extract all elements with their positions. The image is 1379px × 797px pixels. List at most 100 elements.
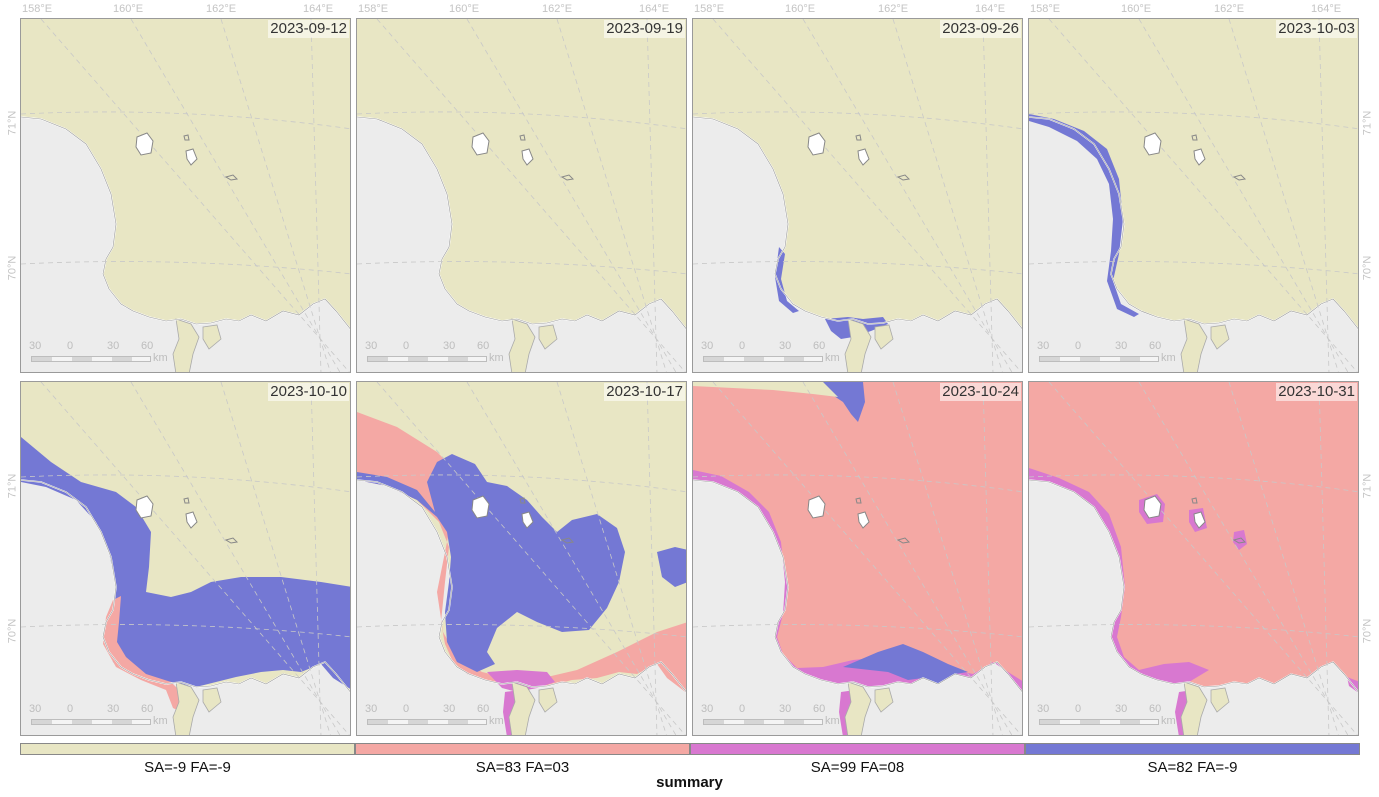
legend-label-sa-83: SA=83 FA=03 (475, 759, 570, 776)
legend-swatch-sa-m9 (20, 743, 355, 755)
latitude-label: 70°N (1361, 255, 1374, 281)
map-panel: 2023-10-31 30 0 30 60 km (1028, 381, 1359, 736)
scale-bar-tick: 60 (1149, 340, 1162, 352)
scale-bar-tick: 0 (1075, 340, 1082, 352)
longitude-label: 158°E (22, 3, 53, 15)
longitude-label: 162°E (878, 3, 909, 15)
scale-bar: 30 0 30 60 km (29, 340, 179, 368)
panel-date: 2023-10-03 (1276, 20, 1357, 38)
scale-bar-tick: 30 (1115, 703, 1128, 715)
longitude-label: 162°E (1214, 3, 1245, 15)
scale-bar-tick: 0 (67, 703, 74, 715)
scale-bar-tick: 0 (1075, 703, 1082, 715)
scale-bar-unit: km (825, 715, 840, 727)
scale-bar-tick: 60 (477, 703, 490, 715)
scale-bar-unit: km (489, 352, 504, 364)
scale-bar: 30 0 30 60 km (701, 340, 851, 368)
scale-bar-tick: 0 (67, 340, 74, 352)
latitude-label: 70°N (1361, 618, 1374, 644)
map-panel: 2023-09-26 30 0 30 60 km (692, 18, 1023, 373)
scale-bar-tick: 0 (403, 703, 410, 715)
longitude-label: 160°E (1121, 3, 1152, 15)
scale-bar-tick: 30 (365, 340, 378, 352)
legend-title: summary (656, 774, 723, 791)
longitude-label: 164°E (975, 3, 1006, 15)
scale-bar-tick: 0 (739, 703, 746, 715)
panel-date: 2023-10-31 (1276, 383, 1357, 401)
legend-swatch-sa-99 (690, 743, 1025, 755)
scale-bar: 30 0 30 60 km (701, 703, 851, 731)
longitude-label: 160°E (113, 3, 144, 15)
panel-date: 2023-10-24 (940, 383, 1021, 401)
scale-bar-tick: 30 (29, 703, 42, 715)
map-panel: 2023-09-12 30 0 30 60 km (20, 18, 351, 373)
scale-bar-unit: km (153, 352, 168, 364)
longitude-label: 164°E (303, 3, 334, 15)
scale-bar-tick: 30 (701, 703, 714, 715)
legend-label-sa-99: SA=99 FA=08 (810, 759, 905, 776)
scale-bar-tick: 30 (1115, 340, 1128, 352)
scale-bar-unit: km (825, 352, 840, 364)
scale-bar-unit: km (1161, 352, 1176, 364)
scale-bar-graphic (367, 719, 487, 725)
map-panel: 2023-09-19 30 0 30 60 km (356, 18, 687, 373)
latitude-label: 70°N (6, 255, 19, 281)
scale-bar-tick: 60 (141, 340, 154, 352)
longitude-label: 160°E (785, 3, 816, 15)
scale-bar-tick: 30 (443, 340, 456, 352)
panel-date: 2023-10-17 (604, 383, 685, 401)
scale-bar-tick: 30 (29, 340, 42, 352)
legend-label-sa-m9: SA=-9 FA=-9 (144, 759, 231, 776)
scale-bar-tick: 30 (365, 703, 378, 715)
latitude-label: 71°N (6, 473, 19, 499)
map-panel: 2023-10-24 30 0 30 60 km (692, 381, 1023, 736)
scale-bar-tick: 0 (739, 340, 746, 352)
latitude-label: 71°N (6, 110, 19, 136)
map-panel: 2023-10-03 30 0 30 60 km (1028, 18, 1359, 373)
longitude-label: 164°E (639, 3, 670, 15)
panel-date: 2023-10-10 (268, 383, 349, 401)
scale-bar-tick: 60 (813, 340, 826, 352)
latitude-label: 70°N (6, 618, 19, 644)
longitude-label: 160°E (449, 3, 480, 15)
scale-bar-unit: km (1161, 715, 1176, 727)
legend-label-sa-82: SA=82 FA=-9 (1147, 759, 1238, 776)
map-panel: 2023-10-10 30 0 30 60 km (20, 381, 351, 736)
latitude-label: 71°N (1361, 110, 1374, 136)
scale-bar-tick: 30 (1037, 703, 1050, 715)
scale-bar-tick: 60 (141, 703, 154, 715)
scale-bar-graphic (703, 719, 823, 725)
legend-swatch-sa-83 (355, 743, 690, 755)
longitude-label: 158°E (358, 3, 389, 15)
scale-bar-graphic (1039, 719, 1159, 725)
scale-bar-tick: 60 (1149, 703, 1162, 715)
scale-bar-tick: 30 (443, 703, 456, 715)
scale-bar-tick: 30 (107, 340, 120, 352)
scale-bar: 30 0 30 60 km (1037, 703, 1187, 731)
scale-bar-tick: 0 (403, 340, 410, 352)
scale-bar: 30 0 30 60 km (365, 340, 515, 368)
scale-bar-graphic (1039, 356, 1159, 362)
scale-bar-tick: 30 (701, 340, 714, 352)
latitude-label: 71°N (1361, 473, 1374, 499)
scale-bar-tick: 60 (813, 703, 826, 715)
scale-bar-unit: km (153, 715, 168, 727)
scale-bar-graphic (367, 356, 487, 362)
scale-bar-tick: 30 (107, 703, 120, 715)
scale-bar: 30 0 30 60 km (365, 703, 515, 731)
panel-date: 2023-09-12 (268, 20, 349, 38)
scale-bar: 30 0 30 60 km (29, 703, 179, 731)
scale-bar: 30 0 30 60 km (1037, 340, 1187, 368)
scale-bar-unit: km (489, 715, 504, 727)
map-panel: 2023-10-17 30 0 30 60 km (356, 381, 687, 736)
longitude-label: 158°E (694, 3, 725, 15)
scale-bar-tick: 30 (1037, 340, 1050, 352)
scale-bar-tick: 60 (477, 340, 490, 352)
scale-bar-graphic (31, 356, 151, 362)
longitude-label: 164°E (1311, 3, 1342, 15)
scale-bar-graphic (31, 719, 151, 725)
scale-bar-graphic (703, 356, 823, 362)
longitude-label: 162°E (206, 3, 237, 15)
longitude-label: 158°E (1030, 3, 1061, 15)
scale-bar-tick: 30 (779, 703, 792, 715)
